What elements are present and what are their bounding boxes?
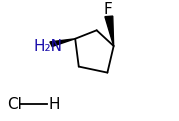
Text: H: H — [48, 97, 60, 112]
Text: H₂N: H₂N — [33, 38, 62, 53]
Polygon shape — [50, 39, 75, 46]
Polygon shape — [105, 16, 114, 46]
Text: Cl: Cl — [7, 97, 22, 112]
Text: F: F — [103, 2, 112, 17]
